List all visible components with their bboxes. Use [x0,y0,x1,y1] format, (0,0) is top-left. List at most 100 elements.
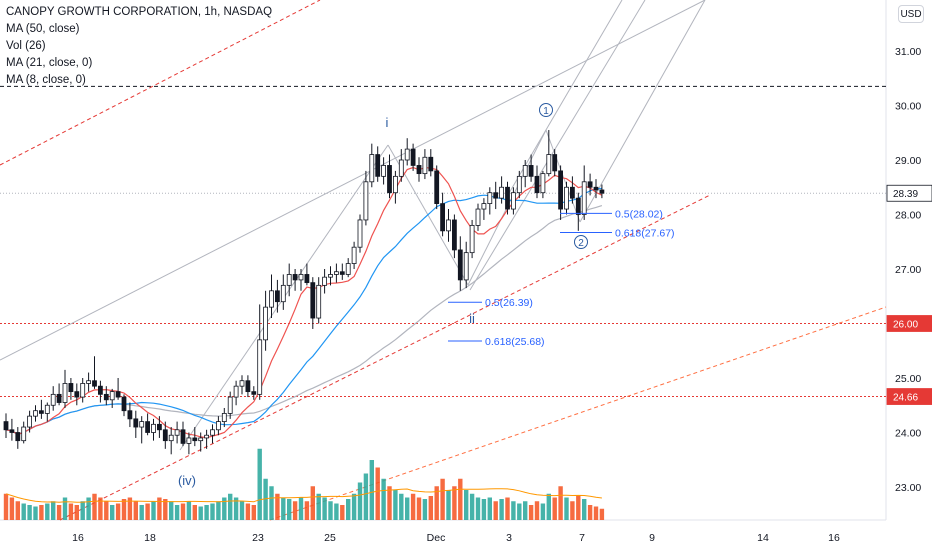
candle-body-69 [410,148,416,166]
candles [3,130,605,455]
wave-labels: iii(iv)12 [178,103,588,488]
grey-channel-line [0,0,706,361]
candle-body-88 [522,165,528,177]
volume-bar-83 [493,501,498,520]
volume-bar-34 [204,505,209,520]
candle-body-42 [251,391,257,395]
candle-body-35 [210,429,215,436]
volume-bar-14 [86,497,91,520]
volume-bar-60 [357,482,363,520]
volume-bar-24 [145,503,150,520]
candle-body-68 [404,148,410,161]
candle-body-70 [416,165,422,175]
volume-bar-56 [334,503,339,520]
volume-bar-67 [399,493,404,520]
price-tag-label-0: 28.39 [893,189,918,200]
candle-body-27 [162,429,168,442]
price-tick-2: 29.00 [895,155,921,167]
volume-bar-50 [298,497,304,520]
candle-body-30 [180,429,186,444]
volume-bar-63 [375,467,380,520]
candle-body-58 [345,263,351,275]
candle-body-13 [80,383,86,398]
volume-bar-10 [62,497,68,520]
candle-body-8 [50,393,56,406]
volume-bar-38 [228,493,233,520]
volume-bar-6 [39,505,44,520]
price-tag-label-2: 24.66 [893,393,918,404]
volume-bar-42 [251,505,256,520]
legend-title[interactable]: CANOPY GROWTH CORPORATION, 1h, NASDAQ [6,6,273,18]
channel-line-b [504,0,623,201]
volume-bar-101 [599,508,605,520]
candle-body-49 [292,274,298,281]
candle-body-57 [339,271,345,275]
price-tag-bg-1 [886,315,932,332]
legend: CANOPY GROWTH CORPORATION, 1h, NASDAQ MA… [6,4,272,89]
candle-body-82 [487,192,493,204]
time-label-1: 18 [144,532,156,544]
candle-body-95 [564,186,569,210]
currency-button[interactable]: USD [898,5,924,23]
candle-body-99 [587,181,593,188]
time-label-6: 7 [579,532,585,544]
candle-body-60 [357,219,363,248]
candle-body-25 [151,423,156,433]
volume-bar-82 [487,497,492,520]
candle-body-66 [392,175,398,194]
candle-body-0 [3,421,9,431]
time-label-3: 25 [324,532,336,544]
volume-bar-75 [446,490,451,520]
volume-bar-33 [198,506,203,520]
volume-bar-98 [582,499,587,520]
volume-bar-73 [434,486,439,520]
candle-body-3 [21,426,27,442]
volume-bar-2 [15,501,20,520]
candle-body-83 [493,192,499,199]
candle-body-44 [263,306,269,341]
legend-study-ma8[interactable]: MA (8, close, 0) [6,74,86,86]
legend-study-vol[interactable]: Vol (26) [6,40,46,52]
volume-bar-12 [74,505,79,520]
volume-bar-22 [133,501,138,520]
fib-label-1: 0.618(27.67) [615,227,675,239]
candle-body-81 [481,203,487,210]
candle-body-100 [593,186,599,191]
candle-body-94 [558,170,563,210]
candle-body-52 [310,282,316,319]
moving-averages [5,166,603,503]
volume-bar-80 [475,497,481,520]
volume-bar-85 [505,497,510,520]
volume-bar-53 [316,493,321,520]
legend-study-ma50[interactable]: MA (50, close) [6,23,80,35]
volume-bar-15 [92,493,97,520]
volume-bar-84 [499,499,504,520]
candle-body-24 [145,421,151,433]
candle-body-73 [434,170,440,204]
volume-bar-87 [517,503,522,520]
time-label-8: 14 [757,532,769,544]
candle-body-101 [599,189,605,194]
wave-label-4: 2 [578,238,584,249]
legend-study-ma21[interactable]: MA (21, close, 0) [6,57,93,69]
volume-bar-37 [222,497,227,520]
candle-body-41 [245,380,251,393]
candle-body-75 [446,219,451,232]
candle-body-36 [215,421,221,431]
fib-label-2: 0.5(26.39) [485,297,533,309]
volume-bar-100 [593,506,599,520]
candle-body-16 [98,385,103,395]
volume-bar-81 [481,499,487,520]
volume-bar-3 [21,503,26,520]
candle-body-37 [221,413,227,422]
candle-body-18 [109,391,115,401]
candle-body-59 [351,246,357,264]
candle-body-19 [115,391,121,398]
candle-body-63 [375,154,381,177]
price-axis: 31.00 30.00 29.00 28.00 27.00 26.00 25.00 24.00… [886,46,932,494]
price-tick-7: 24.00 [895,428,921,440]
volume-bar-52 [310,486,315,520]
volume-bar-61 [363,473,369,520]
